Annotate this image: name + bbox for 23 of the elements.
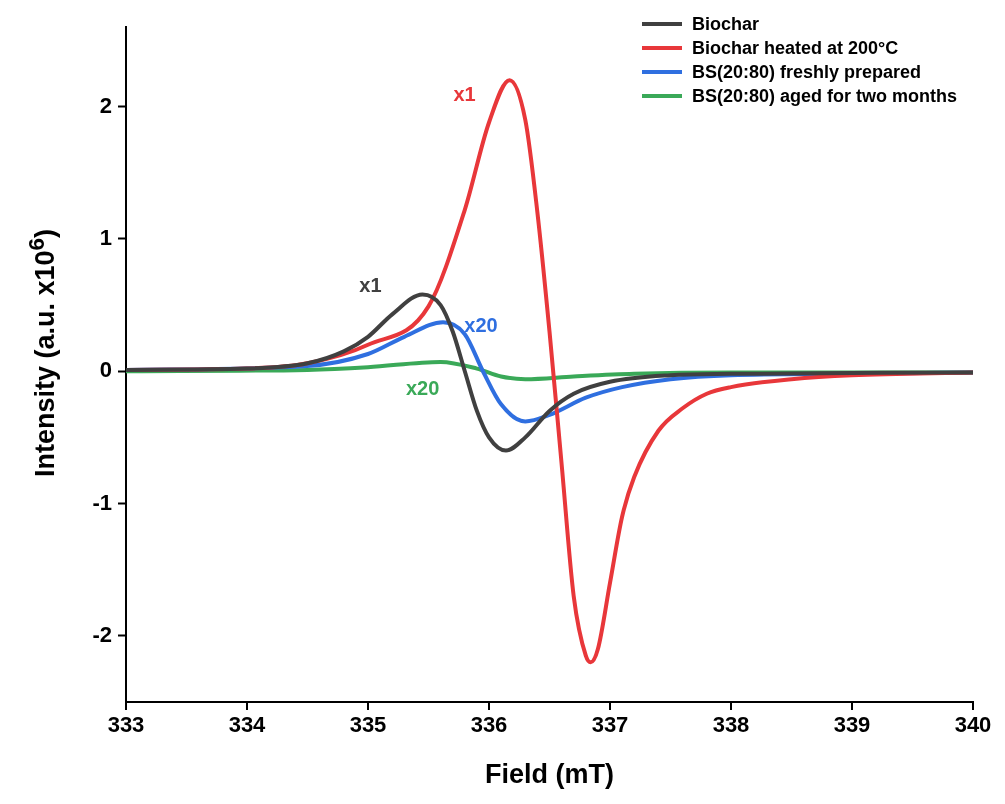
x-tick-label: 334 — [228, 712, 267, 738]
annotation: x20 — [405, 377, 440, 400]
x-tick-label: 339 — [833, 712, 871, 738]
legend-label: Biochar — [691, 13, 759, 35]
y-tick-label: -1 — [92, 489, 112, 515]
annotation: x20 — [464, 313, 498, 336]
y-tick-label: 0 — [99, 357, 112, 383]
x-tick-label: 333 — [107, 712, 145, 738]
x-tick-label: 340 — [954, 712, 992, 738]
x-tick-label: 338 — [712, 712, 750, 738]
x-tick-label: 336 — [470, 712, 508, 738]
line-series — [126, 292, 973, 453]
x-tick-label: 335 — [349, 712, 387, 738]
legend-label: Biochar heated at 200°C — [691, 37, 899, 59]
legend-label: BS(20:80) aged for two months — [691, 85, 957, 107]
y-tick-label: 1 — [99, 224, 112, 250]
y-tick-label: 2 — [99, 92, 112, 118]
legend-label: BS(20:80) freshly prepared — [691, 61, 922, 83]
x-axis-title: Field (mT) — [485, 759, 614, 790]
y-tick-label: -2 — [92, 621, 112, 647]
annotation: x1 — [359, 273, 382, 296]
x-tick-label: 337 — [591, 712, 629, 738]
annotation: x1 — [453, 82, 476, 105]
